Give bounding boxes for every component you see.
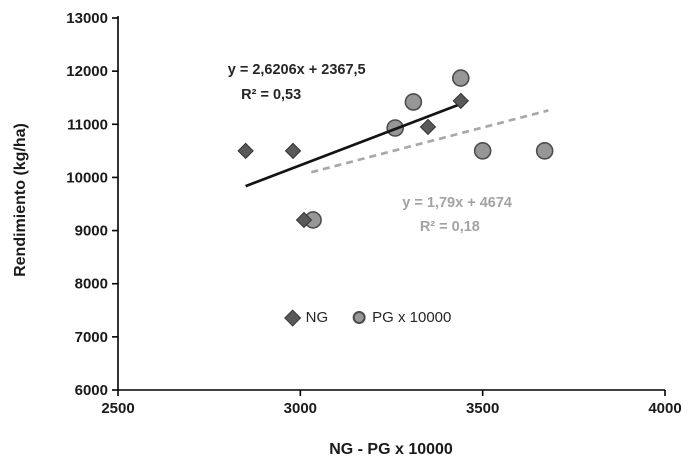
- trendline-ng: [245, 102, 464, 188]
- ng-diamond-marker-icon: [284, 309, 302, 326]
- y-tick-label: 6000: [75, 382, 108, 399]
- pg-point: [535, 142, 554, 160]
- pg-circle-marker-icon: [352, 311, 366, 324]
- y-tick-label: 9000: [75, 223, 108, 240]
- y-tick-label: 7000: [75, 329, 108, 346]
- ng-point: [419, 118, 437, 136]
- ng-point: [237, 142, 254, 160]
- annotation-1: R² = 0,53: [241, 87, 301, 103]
- annotation-2: y = 1,79x + 4674: [402, 195, 512, 211]
- annotation-3: R² = 0,18: [420, 219, 480, 235]
- trendline-pg: [310, 109, 549, 174]
- x-axis-title: NG - PG x 10000: [329, 441, 453, 458]
- legend: NG PG x 10000: [284, 309, 452, 326]
- pg-point: [473, 142, 492, 160]
- ng-point: [452, 92, 469, 110]
- y-tick-label: 11000: [67, 116, 108, 133]
- annotation-0: y = 2,6206x + 2367,5: [228, 62, 366, 78]
- pg-point: [404, 93, 423, 111]
- x-tick-label: 4000: [648, 400, 681, 417]
- ng-point: [284, 142, 302, 160]
- x-tick-label: 2500: [101, 400, 134, 417]
- legend-label-ng: NG: [305, 309, 329, 326]
- x-tick-label: 3000: [284, 400, 317, 417]
- y-tick-label: 13000: [66, 10, 108, 27]
- pg-point: [451, 69, 470, 87]
- y-tick-label: 8000: [75, 276, 108, 293]
- y-axis-title: Rendimiento (kg/ha): [12, 123, 29, 277]
- y-tick-label: 12000: [66, 63, 108, 80]
- legend-label-pg: PG x 10000: [372, 309, 452, 326]
- y-tick-label: 10000: [66, 169, 108, 186]
- x-tick-label: 3500: [466, 400, 499, 417]
- ng-point: [295, 211, 313, 229]
